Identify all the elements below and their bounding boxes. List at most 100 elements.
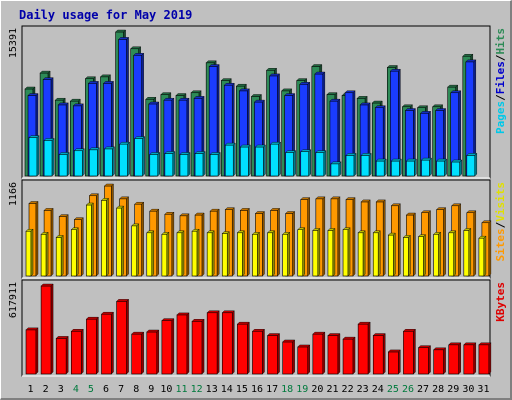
visits-bar-8-side: [136, 223, 139, 277]
pages-bar-30: [466, 152, 478, 177]
sites-bar-26-side: [413, 212, 416, 277]
visits-bar-10: [161, 231, 170, 277]
visits-bar-4: [70, 227, 79, 277]
visits-bar-29: [448, 230, 457, 277]
sites-bar-18-side: [292, 210, 295, 277]
kbytes-bar-1-side: [35, 327, 39, 375]
visits-bar-23: [357, 230, 366, 277]
legend-hits-files-pages-item-3: /: [494, 54, 507, 61]
day-label-22: 22: [342, 384, 354, 395]
visits-bar-25-body: [388, 234, 394, 277]
visits-bar-26: [402, 234, 411, 277]
visits-bar-14-body: [221, 233, 228, 277]
kbytes-bar-6-body: [101, 313, 112, 375]
kbytes-bar-6-side: [111, 311, 114, 375]
legend-visits-sites-item-1: /: [494, 221, 507, 228]
kbytes-bar-27: [418, 345, 431, 375]
day-label-21: 21: [326, 384, 338, 395]
visits-bar-1-body: [25, 230, 32, 277]
day-label-31: 31: [477, 384, 489, 395]
kbytes-bar-4-side: [81, 328, 84, 375]
pages-bar-23-side: [368, 152, 372, 177]
legend-visits-sites: Sites/Visits: [494, 182, 507, 262]
pages-bar-24-body: [375, 160, 385, 177]
sites-bar-3-side: [65, 214, 69, 277]
visits-bar-11-body: [176, 232, 183, 277]
pages-bar-27-side: [429, 157, 432, 177]
kbytes-bar-4: [70, 328, 84, 375]
kbytes-bar-2-body: [40, 285, 52, 375]
pages-bar-8: [134, 136, 146, 177]
pages-bar-30-body: [466, 155, 476, 177]
visits-bar-27: [418, 234, 426, 277]
visits-bar-9: [146, 230, 155, 277]
pages-bar-3: [58, 151, 70, 177]
day-label-1: 1: [28, 384, 34, 395]
visits-bar-8: [131, 223, 140, 277]
visits-bar-4-body: [70, 229, 77, 277]
kbytes-bar-28: [433, 347, 447, 375]
kbytes-bar-23: [357, 321, 371, 375]
pages-bar-11: [179, 151, 191, 177]
pages-bar-6: [104, 146, 115, 177]
kbytes-bar-23-side: [367, 321, 371, 375]
visits-bar-7-body: [116, 207, 122, 277]
kbytes-bar-8: [131, 331, 145, 375]
pages-bar-22-body: [345, 155, 355, 177]
sites-bar-1-side: [35, 200, 39, 277]
visits-bar-16-body: [252, 234, 258, 277]
sites-bar-28-side: [443, 207, 446, 277]
kbytes-bar-8-body: [131, 333, 142, 375]
pages-bar-29: [451, 159, 463, 177]
pages-bar-21-body: [330, 163, 340, 177]
visits-bar-15: [236, 230, 245, 277]
visits-bar-2-body: [40, 234, 47, 277]
sites-bar-12-side: [201, 212, 205, 277]
pages-bar-15-side: [248, 144, 251, 177]
kbytes-bar-9-side: [156, 329, 159, 375]
visits-bar-24-body: [372, 232, 379, 277]
pages-bar-16: [254, 144, 266, 177]
visits-bar-18: [282, 231, 291, 277]
legend-hits-files-pages-item-1: /: [494, 94, 507, 101]
pages-bar-3-body: [58, 154, 68, 177]
visits-bar-24: [372, 230, 381, 277]
files-bar-7: [118, 36, 130, 177]
kbytes-bar-1: [25, 327, 39, 375]
kbytes-bar-27-body: [418, 347, 429, 375]
day-label-6: 6: [103, 384, 109, 395]
visits-bar-5-body: [86, 204, 92, 277]
sites-bar-19-side: [307, 197, 310, 277]
kbytes-bar-18-body: [282, 341, 293, 375]
day-label-14: 14: [221, 384, 233, 395]
pages-bar-17-body: [270, 143, 279, 177]
sites-bar-31-side: [488, 220, 492, 277]
pages-bar-15-body: [240, 146, 249, 177]
pages-bar-26: [405, 158, 417, 177]
visits-bar-9-body: [146, 232, 153, 277]
day-label-10: 10: [160, 384, 172, 395]
pages-bar-9: [149, 151, 161, 177]
kbytes-bar-5: [85, 316, 99, 375]
visits-bar-22: [342, 227, 351, 277]
visits-bar-1: [25, 228, 34, 277]
visits-bar-4-side: [76, 227, 79, 277]
sites-bar-15-side: [247, 207, 250, 277]
pages-bar-16-side: [263, 144, 266, 177]
chart-title: Daily usage for May 2019: [19, 8, 192, 22]
pages-bar-5-side: [97, 147, 100, 177]
kbytes-bar-13: [206, 310, 220, 375]
visits-bar-13-body: [206, 232, 213, 277]
kbytes-bar-24-side: [383, 333, 386, 375]
sites-bar-24-side: [383, 199, 386, 277]
kbytes-bar-19-body: [297, 346, 309, 375]
kbytes-bar-26: [402, 328, 416, 375]
pages-bar-12: [194, 151, 206, 177]
kbytes-bar-28-body: [433, 349, 444, 375]
sites-bar-2-side: [50, 207, 54, 277]
kbytes-bar-7-side: [126, 298, 129, 375]
visits-bar-2: [40, 231, 49, 277]
pages-bar-19-side: [308, 149, 311, 177]
kbytes-bar-6: [101, 311, 114, 375]
